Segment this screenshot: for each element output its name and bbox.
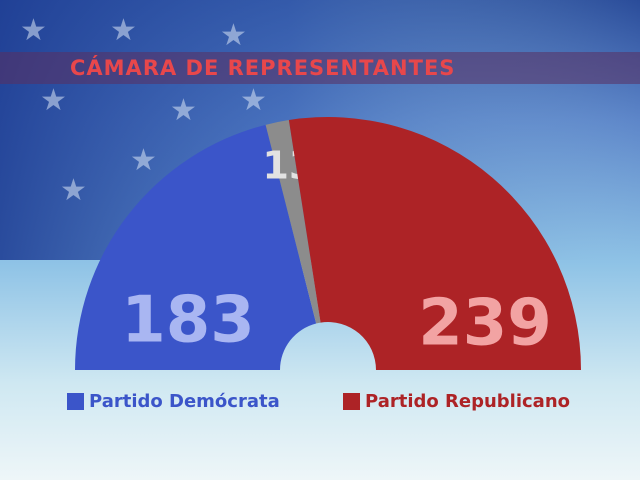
chart-title: CÁMARA DE REPRESENTANTES	[70, 55, 455, 80]
value-label: 239	[418, 287, 552, 361]
svg-text:★: ★	[20, 13, 47, 48]
legend: Partido Demócrata Partido Republicano	[67, 391, 570, 412]
segment	[265, 120, 321, 324]
svg-text:★: ★	[40, 83, 67, 118]
value-label: 183	[121, 284, 255, 358]
segment	[288, 117, 581, 370]
svg-text:★: ★	[240, 83, 267, 118]
svg-text:★: ★	[110, 13, 137, 48]
svg-text:★: ★	[170, 93, 197, 128]
legend-label: Partido Demócrata	[89, 391, 280, 412]
legend-swatch	[67, 393, 84, 410]
svg-text:★: ★	[130, 143, 157, 178]
legend-swatch	[343, 393, 360, 410]
svg-text:★: ★	[220, 18, 247, 53]
legend-label: Partido Republicano	[365, 391, 570, 412]
title-band	[0, 52, 640, 84]
stars: ★ ★ ★ ★ ★ ★ ★ ★	[20, 13, 267, 208]
segment	[75, 124, 317, 370]
svg-text:★: ★	[60, 173, 87, 208]
